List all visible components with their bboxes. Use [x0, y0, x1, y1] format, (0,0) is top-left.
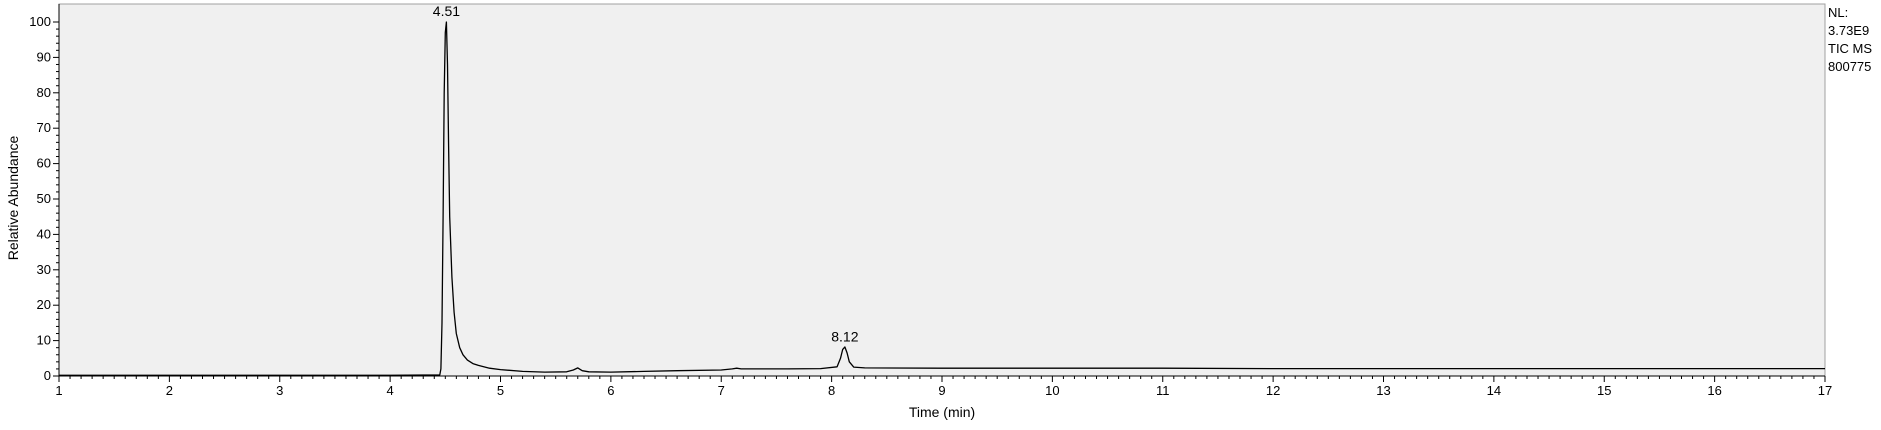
- x-tick-label: 2: [166, 383, 173, 398]
- info-box: NL: 3.73E9 TIC MS 800775: [1828, 4, 1872, 76]
- x-tick-label: 16: [1707, 383, 1721, 398]
- series-layer: [59, 21, 1825, 376]
- y-tick-label: 60: [37, 156, 51, 171]
- peak-label: 4.51: [433, 3, 460, 19]
- x-tick-label: 13: [1376, 383, 1390, 398]
- y-tick-label: 0: [44, 368, 51, 383]
- x-tick-label: 3: [276, 383, 283, 398]
- x-axis-title: Time (min): [909, 404, 975, 420]
- x-tick-label: 15: [1597, 383, 1611, 398]
- tic-trace: [59, 21, 1825, 376]
- plot-area: [58, 3, 1826, 377]
- y-tick-label: 30: [37, 262, 51, 277]
- x-tick-label: 6: [607, 383, 614, 398]
- y-tick-label: 10: [37, 333, 51, 348]
- y-tick-label: 90: [37, 49, 51, 64]
- x-tick-label: 10: [1045, 383, 1059, 398]
- y-axis: 0 10 20 30 40 50 60 70 80 90 100: [29, 4, 60, 383]
- sample-id: 800775: [1828, 59, 1872, 74]
- y-tick-label: 50: [37, 191, 51, 206]
- nl-label: NL:: [1828, 5, 1849, 20]
- x-tick-label: 8: [828, 383, 835, 398]
- filter-label: TIC MS: [1828, 41, 1873, 56]
- y-tick-label: 100: [29, 14, 51, 29]
- peak-labels: 4.51 8.12: [433, 3, 859, 345]
- y-tick-label: 20: [37, 297, 51, 312]
- x-tick-label: 7: [718, 383, 725, 398]
- y-tick-label: 80: [37, 85, 51, 100]
- x-tick-label: 12: [1266, 383, 1280, 398]
- x-tick-label: 14: [1487, 383, 1501, 398]
- x-tick-label: 5: [497, 383, 504, 398]
- x-tick-label: 4: [387, 383, 394, 398]
- x-tick-label: 9: [938, 383, 945, 398]
- x-tick-label: 17: [1818, 383, 1832, 398]
- x-axis: 1 2 3 4 5 6 7 8 9 10 11 12 13 14 15 16 17: [55, 375, 1832, 398]
- y-tick-label: 40: [37, 226, 51, 241]
- peak-label: 8.12: [831, 329, 858, 345]
- y-axis-title: Relative Abundance: [5, 136, 21, 261]
- x-tick-label: 11: [1156, 383, 1170, 398]
- x-tick-label: 1: [55, 383, 62, 398]
- y-tick-label: 70: [37, 120, 51, 135]
- nl-value: 3.73E9: [1828, 23, 1870, 38]
